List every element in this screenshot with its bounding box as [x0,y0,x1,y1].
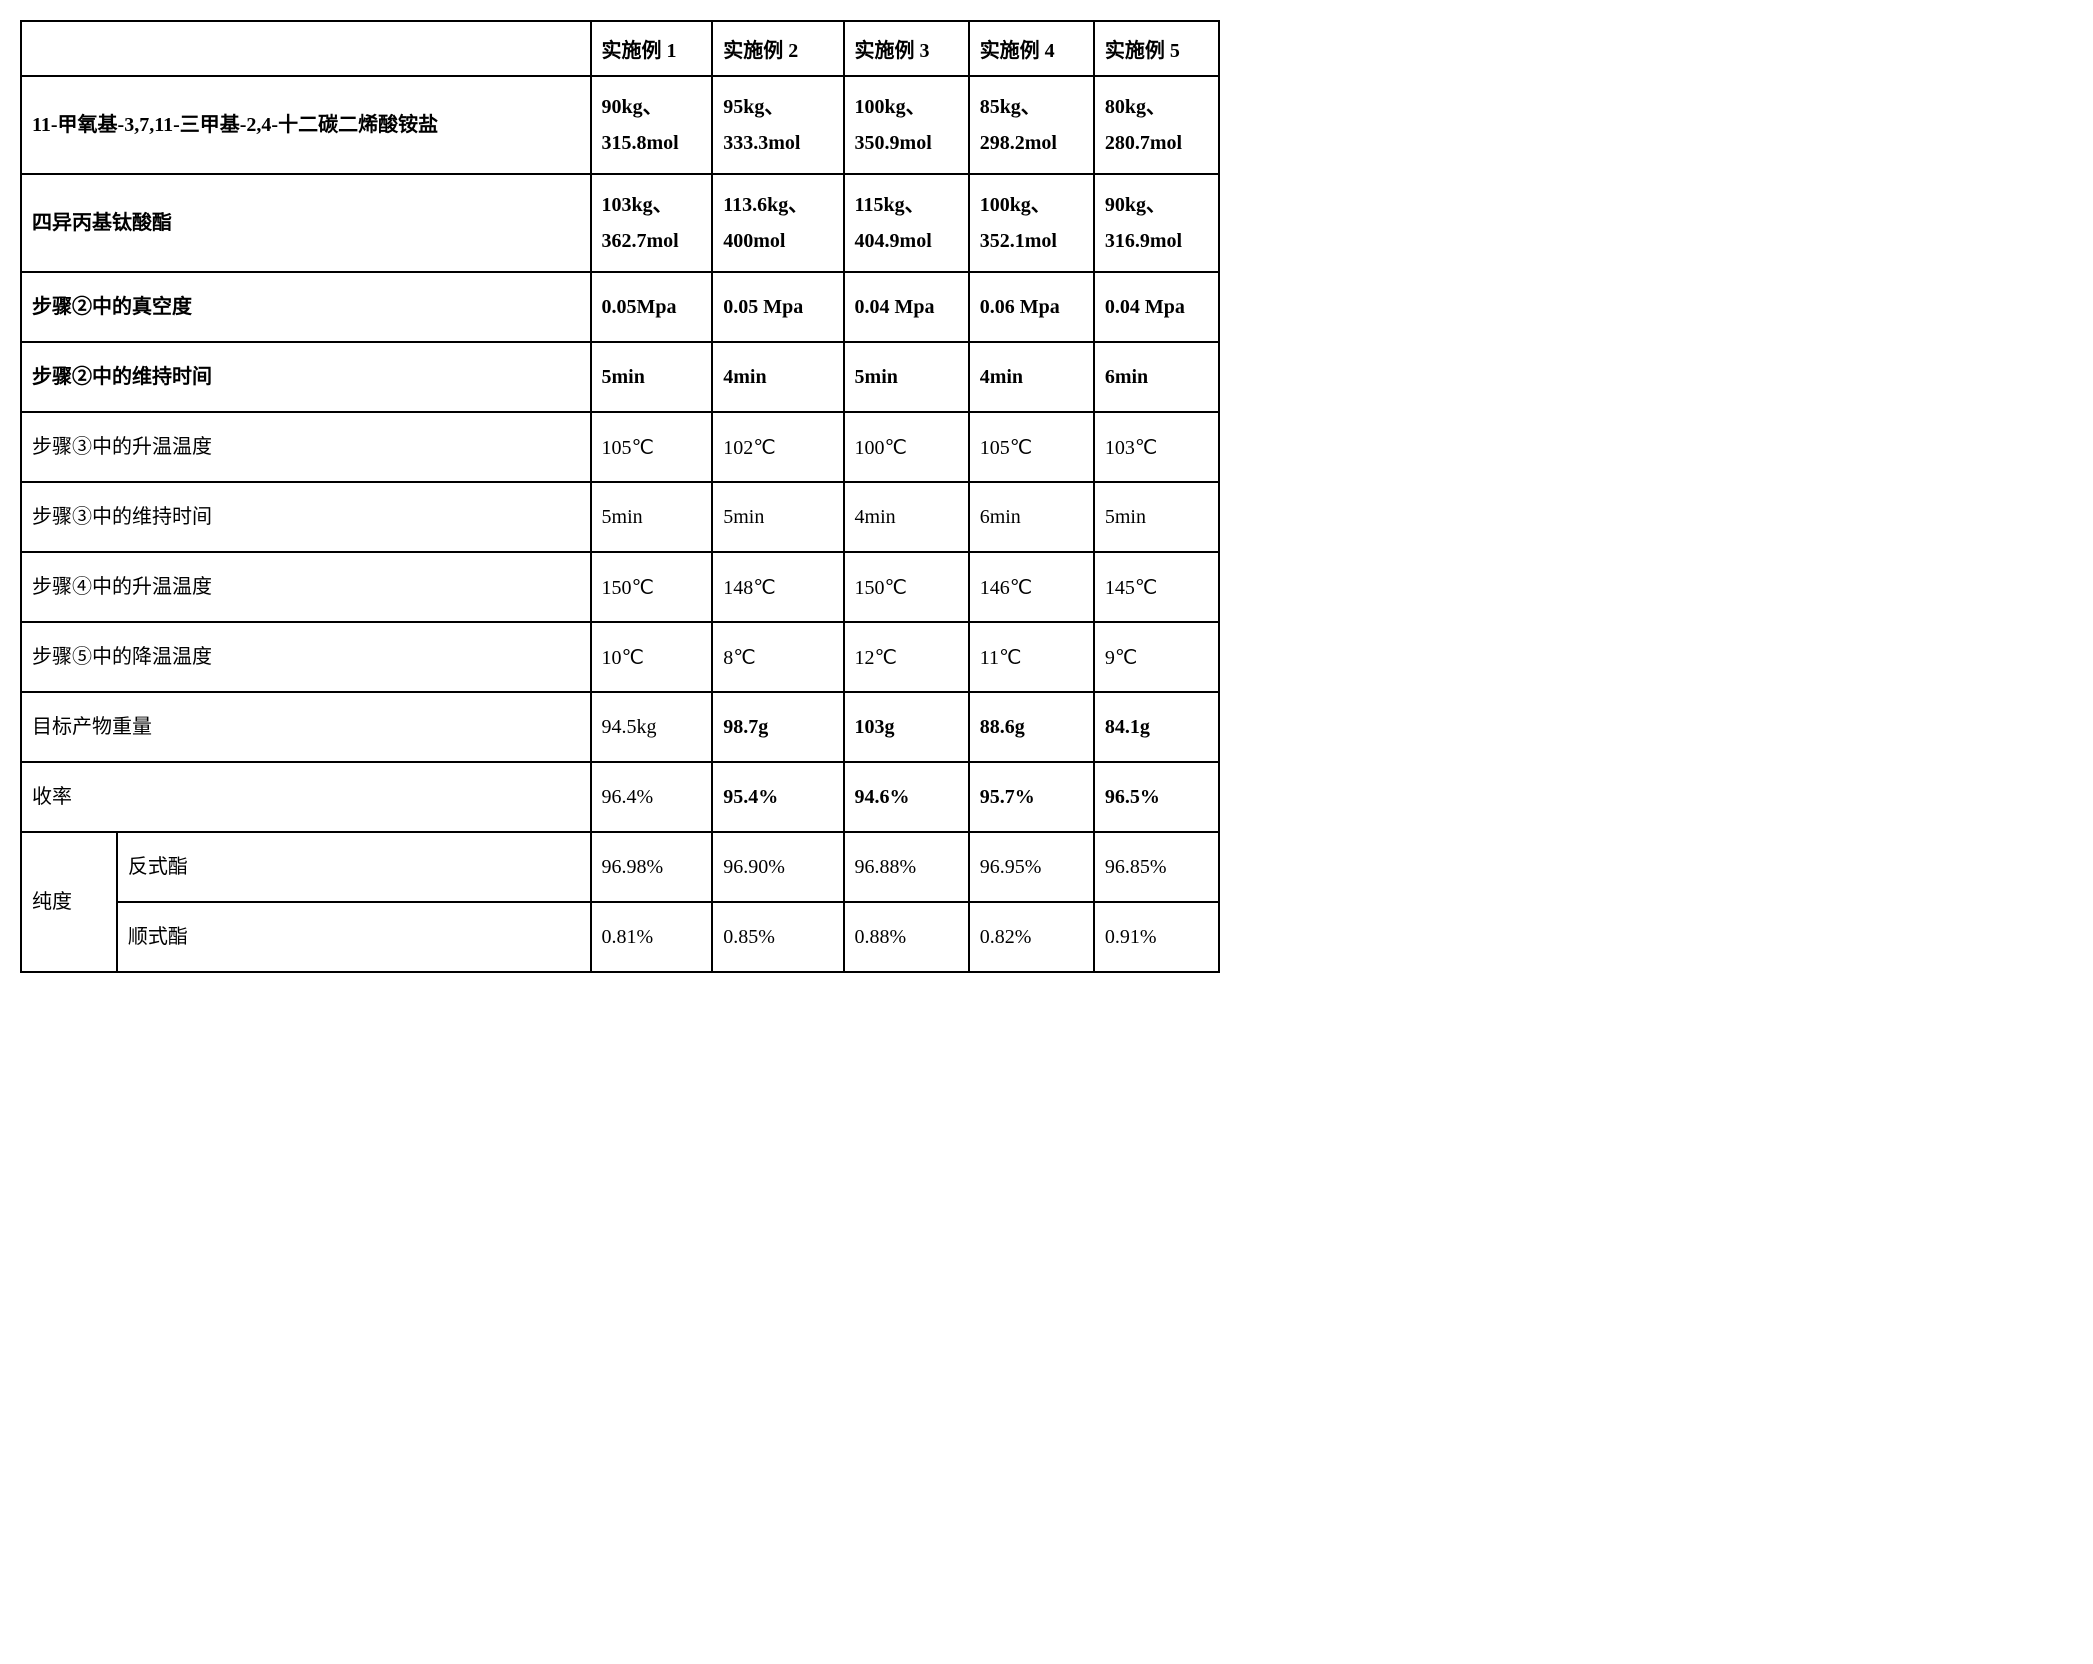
table-row: 步骤②中的真空度 0.05Mpa 0.05 Mpa 0.04 Mpa 0.06 … [21,272,1219,342]
row-label-compound2: 四异丙基钛酸酯 [21,174,591,272]
cell: 5min [1094,482,1219,552]
header-col5: 实施例 5 [1094,21,1219,76]
table-row: 纯度 反式酯 96.98% 96.90% 96.88% 96.95% 96.85… [21,832,1219,902]
cell: 9℃ [1094,622,1219,692]
row-label-weight: 目标产物重量 [21,692,591,762]
cell: 0.91% [1094,902,1219,972]
table-row: 步骤③中的升温温度 105℃ 102℃ 100℃ 105℃ 103℃ [21,412,1219,482]
table-row: 收率 96.4% 95.4% 94.6% 95.7% 96.5% [21,762,1219,832]
cell: 100℃ [844,412,969,482]
cell: 146℃ [969,552,1094,622]
header-col2: 实施例 2 [712,21,843,76]
cell: 103kg、362.7mol [591,174,713,272]
cell: 6min [1094,342,1219,412]
cell: 88.6g [969,692,1094,762]
header-blank [21,21,591,76]
row-label-temp5: 步骤⑤中的降温温度 [21,622,591,692]
cell: 11℃ [969,622,1094,692]
table-row: 11-甲氧基-3,7,11-三甲基-2,4-十二碳二烯酸铵盐 90kg、315.… [21,76,1219,174]
cell: 85kg、298.2mol [969,76,1094,174]
row-label-time2: 步骤②中的维持时间 [21,342,591,412]
cell: 0.04 Mpa [844,272,969,342]
cell: 4min [969,342,1094,412]
row-label-trans: 反式酯 [117,832,591,902]
cell: 0.88% [844,902,969,972]
row-label-vacuum: 步骤②中的真空度 [21,272,591,342]
cell: 105℃ [969,412,1094,482]
cell: 4min [844,482,969,552]
cell: 94.5kg [591,692,713,762]
header-col3: 实施例 3 [844,21,969,76]
cell: 96.88% [844,832,969,902]
cell: 115kg、404.9mol [844,174,969,272]
cell: 103g [844,692,969,762]
table-header-row: 实施例 1 实施例 2 实施例 3 实施例 4 实施例 5 [21,21,1219,76]
row-label-temp4: 步骤④中的升温温度 [21,552,591,622]
row-label-purity: 纯度 [21,832,117,972]
cell: 105℃ [591,412,713,482]
cell: 96.85% [1094,832,1219,902]
cell: 95kg、333.3mol [712,76,843,174]
cell: 96.98% [591,832,713,902]
cell: 10℃ [591,622,713,692]
cell: 84.1g [1094,692,1219,762]
cell: 5min [591,342,713,412]
cell: 0.82% [969,902,1094,972]
cell: 102℃ [712,412,843,482]
cell: 98.7g [712,692,843,762]
cell: 0.81% [591,902,713,972]
row-label-temp3: 步骤③中的升温温度 [21,412,591,482]
cell: 145℃ [1094,552,1219,622]
header-col1: 实施例 1 [591,21,713,76]
row-label-compound1: 11-甲氧基-3,7,11-三甲基-2,4-十二碳二烯酸铵盐 [21,76,591,174]
table-row: 步骤④中的升温温度 150℃ 148℃ 150℃ 146℃ 145℃ [21,552,1219,622]
table-row: 步骤③中的维持时间 5min 5min 4min 6min 5min [21,482,1219,552]
table-row: 顺式酯 0.81% 0.85% 0.88% 0.82% 0.91% [21,902,1219,972]
cell: 6min [969,482,1094,552]
cell: 96.90% [712,832,843,902]
cell: 5min [591,482,713,552]
cell: 96.95% [969,832,1094,902]
cell: 0.85% [712,902,843,972]
cell: 0.05Mpa [591,272,713,342]
cell: 96.4% [591,762,713,832]
table-row: 步骤②中的维持时间 5min 4min 5min 4min 6min [21,342,1219,412]
row-label-yield: 收率 [21,762,591,832]
cell: 148℃ [712,552,843,622]
cell: 8℃ [712,622,843,692]
cell: 80kg、280.7mol [1094,76,1219,174]
cell: 100kg、350.9mol [844,76,969,174]
data-table: 实施例 1 实施例 2 实施例 3 实施例 4 实施例 5 11-甲氧基-3,7… [20,20,1220,973]
cell: 0.06 Mpa [969,272,1094,342]
table-row: 四异丙基钛酸酯 103kg、362.7mol 113.6kg、400mol 11… [21,174,1219,272]
row-label-cis: 顺式酯 [117,902,591,972]
header-col4: 实施例 4 [969,21,1094,76]
cell: 4min [712,342,843,412]
cell: 0.05 Mpa [712,272,843,342]
cell: 5min [844,342,969,412]
cell: 94.6% [844,762,969,832]
cell: 95.4% [712,762,843,832]
cell: 90kg、316.9mol [1094,174,1219,272]
cell: 150℃ [844,552,969,622]
cell: 96.5% [1094,762,1219,832]
row-label-time3: 步骤③中的维持时间 [21,482,591,552]
cell: 113.6kg、400mol [712,174,843,272]
cell: 0.04 Mpa [1094,272,1219,342]
cell: 103℃ [1094,412,1219,482]
cell: 90kg、315.8mol [591,76,713,174]
cell: 95.7% [969,762,1094,832]
cell: 5min [712,482,843,552]
table-row: 步骤⑤中的降温温度 10℃ 8℃ 12℃ 11℃ 9℃ [21,622,1219,692]
table-row: 目标产物重量 94.5kg 98.7g 103g 88.6g 84.1g [21,692,1219,762]
cell: 100kg、352.1mol [969,174,1094,272]
cell: 150℃ [591,552,713,622]
cell: 12℃ [844,622,969,692]
